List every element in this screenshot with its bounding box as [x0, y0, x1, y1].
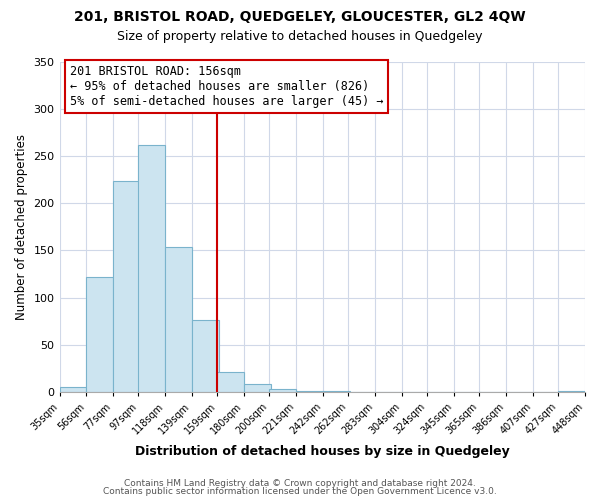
Bar	[217, 372, 244, 392]
Bar	[269, 390, 296, 392]
Bar	[192, 320, 218, 392]
Bar	[59, 386, 86, 392]
Bar	[244, 384, 271, 392]
Bar	[113, 180, 140, 392]
Text: Contains public sector information licensed under the Open Government Licence v3: Contains public sector information licen…	[103, 487, 497, 496]
Bar	[86, 277, 113, 392]
Text: Size of property relative to detached houses in Quedgeley: Size of property relative to detached ho…	[117, 30, 483, 43]
Bar	[139, 144, 165, 392]
X-axis label: Distribution of detached houses by size in Quedgeley: Distribution of detached houses by size …	[135, 444, 509, 458]
Y-axis label: Number of detached properties: Number of detached properties	[15, 134, 28, 320]
Bar	[165, 246, 192, 392]
Text: 201 BRISTOL ROAD: 156sqm
← 95% of detached houses are smaller (826)
5% of semi-d: 201 BRISTOL ROAD: 156sqm ← 95% of detach…	[70, 65, 383, 108]
Text: Contains HM Land Registry data © Crown copyright and database right 2024.: Contains HM Land Registry data © Crown c…	[124, 478, 476, 488]
Text: 201, BRISTOL ROAD, QUEDGELEY, GLOUCESTER, GL2 4QW: 201, BRISTOL ROAD, QUEDGELEY, GLOUCESTER…	[74, 10, 526, 24]
